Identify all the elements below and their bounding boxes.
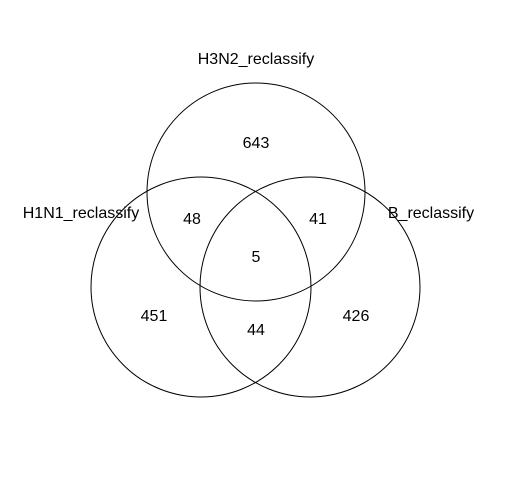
count-all-three: 5 — [252, 249, 261, 266]
count-h3n2-b: 41 — [309, 211, 327, 228]
count-h3n2-only: 643 — [243, 135, 270, 152]
count-h1n1-h3n2: 48 — [183, 211, 201, 228]
set-label-b: B_reclassify — [388, 205, 474, 222]
count-b-only: 426 — [343, 308, 370, 325]
set-label-h3n2: H3N2_reclassify — [198, 51, 314, 68]
set-circle-b — [199, 176, 421, 398]
set-circle-h1n1 — [90, 176, 312, 398]
set-label-h1n1: H1N1_reclassify — [23, 205, 139, 222]
count-h1n1-b: 44 — [247, 322, 265, 339]
count-h1n1-only: 451 — [141, 308, 168, 325]
